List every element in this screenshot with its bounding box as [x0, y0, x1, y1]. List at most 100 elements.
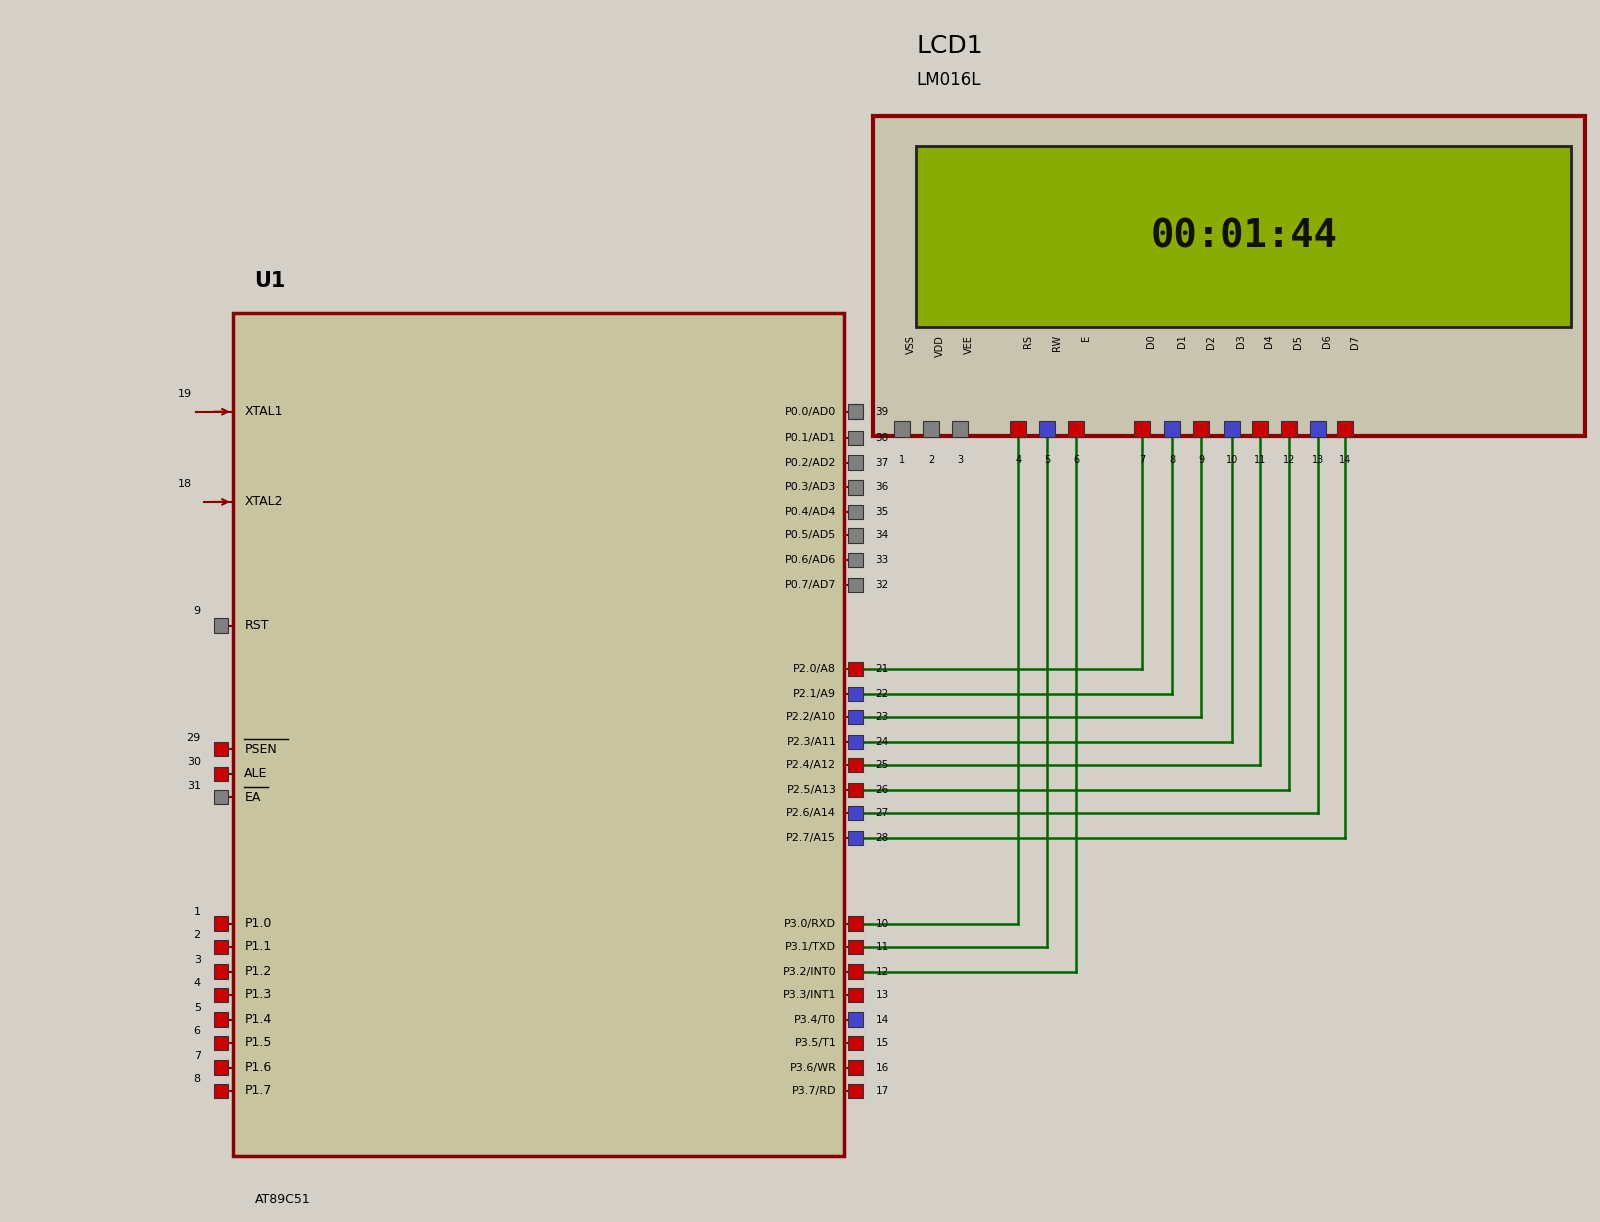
Bar: [848, 831, 862, 846]
Text: 1: 1: [194, 907, 200, 916]
Text: 11: 11: [1253, 456, 1266, 466]
Text: P3.0/RXD: P3.0/RXD: [784, 919, 837, 929]
Text: P1.0: P1.0: [245, 918, 272, 930]
Text: P2.5/A13: P2.5/A13: [787, 785, 837, 794]
Bar: [952, 422, 968, 437]
Text: 13: 13: [875, 990, 890, 1000]
Bar: [214, 742, 229, 756]
Bar: [848, 1061, 862, 1075]
Bar: [848, 404, 862, 419]
Bar: [214, 987, 229, 1002]
Text: D7: D7: [1350, 335, 1360, 348]
Text: P0.3/AD3: P0.3/AD3: [786, 483, 837, 492]
Text: 35: 35: [875, 507, 890, 517]
Text: P1.6: P1.6: [245, 1061, 272, 1074]
Text: 32: 32: [875, 579, 890, 590]
Text: D3: D3: [1237, 335, 1246, 348]
Text: 26: 26: [875, 785, 890, 794]
Bar: [214, 1061, 229, 1075]
Text: VEE: VEE: [965, 335, 974, 353]
Bar: [848, 552, 862, 567]
Text: E: E: [1080, 335, 1091, 341]
Text: 31: 31: [187, 781, 200, 791]
Text: P1.7: P1.7: [245, 1084, 272, 1097]
Text: 38: 38: [875, 433, 890, 442]
Text: P2.7/A15: P2.7/A15: [786, 833, 837, 843]
Text: P2.4/A12: P2.4/A12: [786, 760, 837, 770]
Bar: [1224, 422, 1240, 437]
Bar: [1069, 422, 1085, 437]
Text: P2.0/A8: P2.0/A8: [794, 665, 837, 675]
Text: 27: 27: [875, 808, 890, 819]
Text: XTAL2: XTAL2: [245, 495, 283, 508]
Text: P3.6/WR: P3.6/WR: [789, 1063, 837, 1073]
Text: VDD: VDD: [936, 335, 946, 357]
Text: 3: 3: [194, 956, 200, 965]
Text: 2: 2: [194, 930, 200, 941]
Text: 11: 11: [875, 942, 890, 952]
Bar: [917, 145, 1571, 327]
Text: P0.4/AD4: P0.4/AD4: [786, 507, 837, 517]
Text: 4: 4: [194, 979, 200, 989]
Text: 39: 39: [875, 407, 890, 417]
Text: 12: 12: [875, 967, 890, 976]
Bar: [1194, 422, 1210, 437]
Text: P2.1/A9: P2.1/A9: [794, 689, 837, 699]
Text: 9: 9: [194, 606, 200, 616]
Text: 28: 28: [875, 833, 890, 843]
Bar: [232, 313, 843, 1156]
Text: 29: 29: [187, 732, 200, 743]
Bar: [214, 1084, 229, 1099]
Bar: [848, 782, 862, 797]
Text: 5: 5: [1045, 456, 1050, 466]
Bar: [214, 789, 229, 804]
Bar: [848, 807, 862, 820]
Text: 13: 13: [1312, 456, 1323, 466]
Text: RW: RW: [1051, 335, 1062, 351]
Text: 6: 6: [1074, 456, 1080, 466]
Bar: [923, 422, 939, 437]
Text: 14: 14: [875, 1014, 890, 1025]
Bar: [894, 422, 910, 437]
Text: LM016L: LM016L: [917, 71, 981, 89]
Text: RST: RST: [245, 620, 269, 632]
Text: 37: 37: [875, 457, 890, 468]
Text: PSEN: PSEN: [245, 743, 277, 755]
Text: 7: 7: [1139, 456, 1146, 466]
Bar: [848, 687, 862, 701]
Bar: [1338, 422, 1354, 437]
Text: 17: 17: [875, 1086, 890, 1096]
Text: 5: 5: [194, 1003, 200, 1013]
Text: 6: 6: [194, 1026, 200, 1036]
Bar: [848, 528, 862, 543]
Bar: [848, 456, 862, 470]
Text: P3.7/RD: P3.7/RD: [792, 1086, 837, 1096]
Bar: [848, 964, 862, 979]
Bar: [848, 1084, 862, 1099]
Bar: [848, 578, 862, 593]
Text: 16: 16: [875, 1063, 890, 1073]
Bar: [848, 480, 862, 495]
Bar: [1310, 422, 1326, 437]
Text: 7: 7: [194, 1051, 200, 1061]
Text: P0.6/AD6: P0.6/AD6: [786, 555, 837, 565]
Text: P2.2/A10: P2.2/A10: [786, 712, 837, 722]
Text: 3: 3: [957, 456, 963, 466]
Bar: [848, 758, 862, 772]
Text: 24: 24: [875, 737, 890, 747]
Text: 10: 10: [875, 919, 888, 929]
Text: P1.3: P1.3: [245, 989, 272, 1002]
Text: 1: 1: [899, 456, 906, 466]
Bar: [1134, 422, 1150, 437]
Bar: [848, 1013, 862, 1026]
Text: XTAL1: XTAL1: [245, 406, 283, 418]
Text: P3.4/T0: P3.4/T0: [794, 1014, 837, 1025]
Bar: [848, 916, 862, 931]
Bar: [214, 964, 229, 979]
Bar: [848, 1036, 862, 1050]
Bar: [1040, 422, 1056, 437]
Text: P0.2/AD2: P0.2/AD2: [786, 457, 837, 468]
Text: 30: 30: [187, 758, 200, 767]
Text: D5: D5: [1293, 335, 1302, 348]
Text: 4: 4: [1014, 456, 1021, 466]
